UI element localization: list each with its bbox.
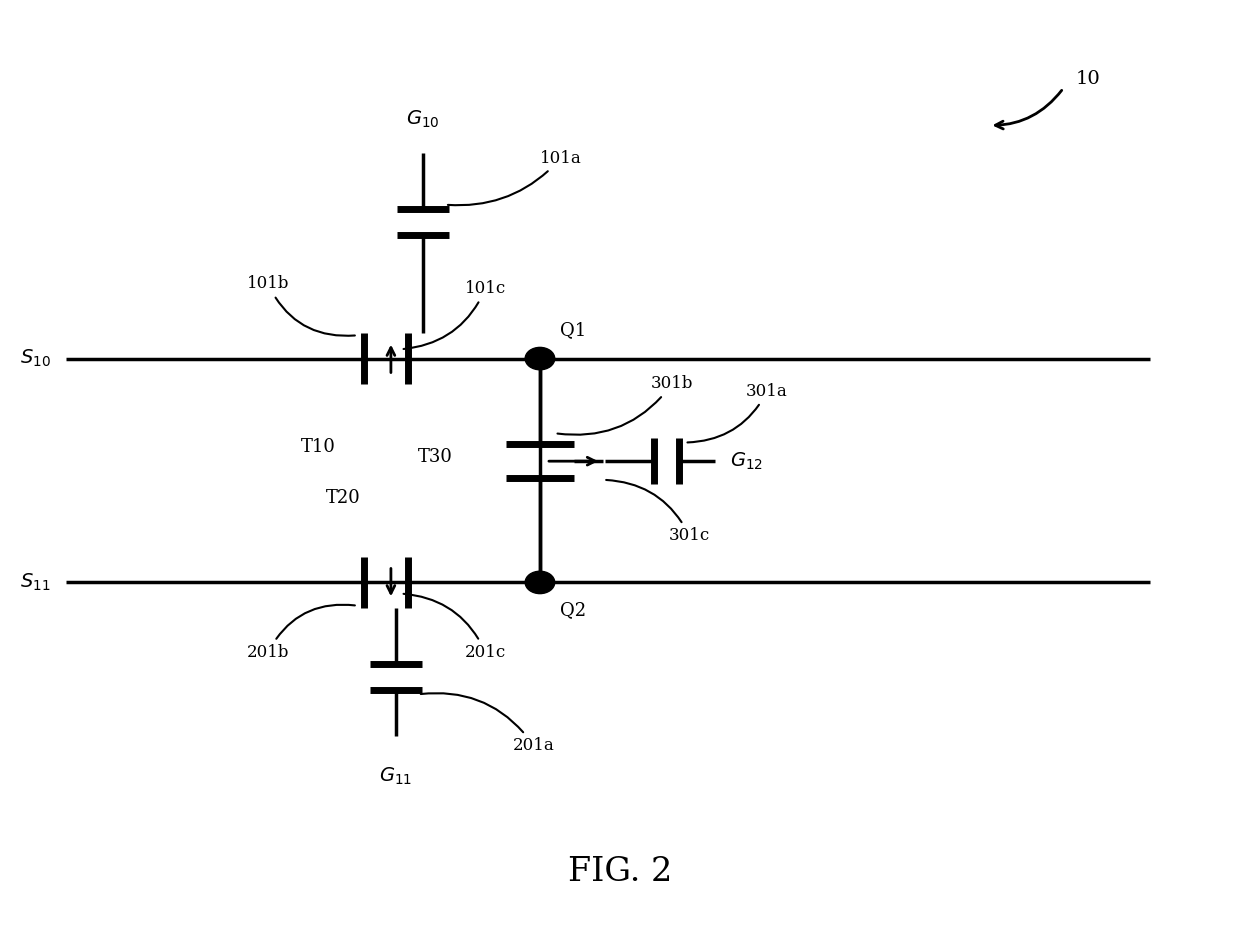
Text: $G_{10}$: $G_{10}$	[407, 109, 440, 130]
Text: T20: T20	[325, 489, 361, 507]
Text: 10: 10	[1076, 70, 1100, 88]
Text: Q1: Q1	[559, 322, 585, 340]
Text: 301b: 301b	[558, 375, 693, 435]
Circle shape	[526, 347, 554, 370]
Text: 201c: 201c	[403, 594, 506, 661]
Text: $G_{11}$: $G_{11}$	[379, 766, 413, 788]
Text: 201a: 201a	[420, 694, 554, 754]
Text: T10: T10	[301, 439, 336, 456]
Text: 101c: 101c	[403, 280, 506, 349]
Circle shape	[526, 571, 554, 594]
Text: 301a: 301a	[687, 383, 787, 442]
Text: Q2: Q2	[559, 601, 585, 619]
Text: $S_{11}$: $S_{11}$	[20, 572, 50, 593]
Text: $G_{12}$: $G_{12}$	[730, 451, 764, 471]
Text: 101b: 101b	[247, 276, 355, 336]
Text: $S_{10}$: $S_{10}$	[20, 348, 51, 369]
Text: T30: T30	[418, 448, 453, 466]
Text: FIG. 2: FIG. 2	[568, 855, 672, 887]
Text: 101a: 101a	[448, 150, 582, 205]
Text: 301c: 301c	[606, 480, 711, 544]
Text: 201b: 201b	[247, 605, 355, 661]
